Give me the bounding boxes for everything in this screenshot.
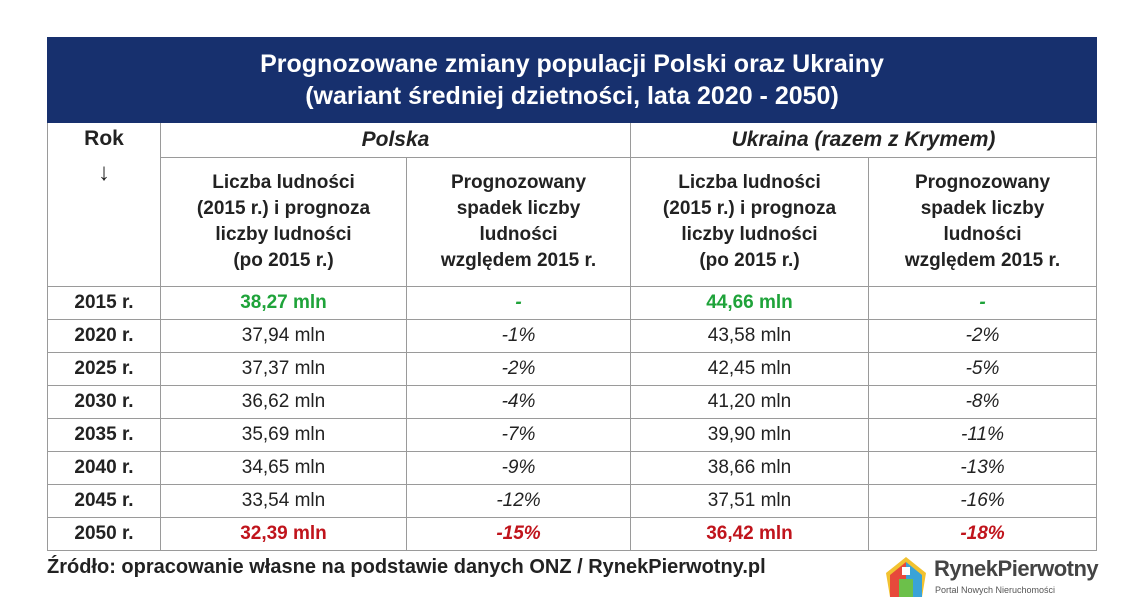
value-cell: 37,37 mln <box>160 352 407 386</box>
value-cell: -12% <box>406 484 631 518</box>
year-header: Rok ↓ <box>47 122 161 287</box>
year-cell: 2040 r. <box>47 451 161 485</box>
group-header: Ukraina (razem z Krymem) <box>630 122 1097 158</box>
value-cell: - <box>406 286 631 320</box>
value-cell: 38,27 mln <box>160 286 407 320</box>
column-header-line: Prognozowany <box>450 172 587 193</box>
value-cell: 37,94 mln <box>160 319 407 353</box>
value-cell: -7% <box>406 418 631 452</box>
value-cell: 39,90 mln <box>630 418 869 452</box>
title-line: (wariant średniej dzietności, lata 2020 … <box>305 82 839 110</box>
value-cell: -13% <box>868 451 1097 485</box>
value-cell: 35,69 mln <box>160 418 407 452</box>
column-header-line: względem 2015 r. <box>904 250 1061 271</box>
column-header: Liczba ludności (2015 r.) i prognoza liczb… <box>630 157 869 287</box>
value-cell: -8% <box>868 385 1097 419</box>
year-cell: 2025 r. <box>47 352 161 386</box>
column-header-line: ludności <box>943 224 1022 245</box>
year-cell: 2030 r. <box>47 385 161 419</box>
column-header-line: Liczba ludności <box>212 172 355 193</box>
year-cell: 2035 r. <box>47 418 161 452</box>
year-cell: 2015 r. <box>47 286 161 320</box>
logo-icon <box>886 557 926 597</box>
value-cell: 36,62 mln <box>160 385 407 419</box>
value-cell: 37,51 mln <box>630 484 869 518</box>
value-cell: -2% <box>406 352 631 386</box>
year-arrow: ↓ <box>98 159 110 186</box>
column-header-line: spadek liczby <box>920 198 1045 219</box>
column-header-line: (po 2015 r.) <box>699 250 800 271</box>
column-header: Prognozowany spadek liczby ludności względe… <box>406 157 631 287</box>
value-cell: 41,20 mln <box>630 385 869 419</box>
value-cell: -9% <box>406 451 631 485</box>
logo-tagline: Portal Nowych Nieruchomości <box>935 585 1056 595</box>
value-cell: 33,54 mln <box>160 484 407 518</box>
column-header-line: Prognozowany <box>914 172 1051 193</box>
data-row: 2025 r. 37,37 mln -2% 42,45 mln -5% <box>47 352 1097 386</box>
data-row: 2050 r. 32,39 mln -15% 36,42 mln -18% <box>47 517 1097 551</box>
value-cell: 44,66 mln <box>630 286 869 320</box>
logo-name: RynekPierwotny <box>934 556 1099 581</box>
column-header: Liczba ludności (2015 r.) i prognoza liczb… <box>160 157 407 287</box>
title-line: Prognozowane zmiany populacji Polski ora… <box>260 50 884 78</box>
year-cell: 2045 r. <box>47 484 161 518</box>
column-header-line: (2015 r.) i prognoza <box>662 198 837 219</box>
data-row: 2045 r. 33,54 mln -12% 37,51 mln -16% <box>47 484 1097 518</box>
column-header-line: spadek liczby <box>456 198 581 219</box>
group-row: Rok ↓ Polska Ukraina (razem z Krymem) <box>47 122 1097 287</box>
column-header-line: względem 2015 r. <box>440 250 597 271</box>
column-header-line: ludności <box>479 224 558 245</box>
column-header-line: (2015 r.) i prognoza <box>196 198 371 219</box>
population-table: Prognozowane zmiany populacji Polski ora… <box>47 37 1097 551</box>
data-row: 2040 r. 34,65 mln -9% 38,66 mln -13% <box>47 451 1097 485</box>
value-cell: -15% <box>406 517 631 551</box>
value-cell: 34,65 mln <box>160 451 407 485</box>
column-header-line: liczby ludności <box>215 224 352 245</box>
title-row: Prognozowane zmiany populacji Polski ora… <box>47 37 1097 123</box>
value-cell: -4% <box>406 385 631 419</box>
data-row: 2030 r. 36,62 mln -4% 41,20 mln -8% <box>47 385 1097 419</box>
value-cell: 43,58 mln <box>630 319 869 353</box>
value-cell: 36,42 mln <box>630 517 869 551</box>
value-cell: 32,39 mln <box>160 517 407 551</box>
value-cell: - <box>868 286 1097 320</box>
title-cell: Prognozowane zmiany populacji Polski ora… <box>47 37 1097 123</box>
data-row: 2035 r. 35,69 mln -7% 39,90 mln -11% <box>47 418 1097 452</box>
year-cell: 2020 r. <box>47 319 161 353</box>
data-row: 2015 r. 38,27 mln -44,66 mln - <box>47 286 1097 320</box>
value-cell: -1% <box>406 319 631 353</box>
group-header: Polska <box>160 122 631 158</box>
column-header-line: (po 2015 r.) <box>233 250 334 271</box>
subheader-row: Liczba ludności (2015 r.) i prognoza liczb… <box>48 157 1097 287</box>
column-header: Prognozowany spadek liczby ludności względe… <box>868 157 1097 287</box>
value-cell: -5% <box>868 352 1097 386</box>
data-row: 2020 r. 37,94 mln -1% 43,58 mln -2% <box>47 319 1097 353</box>
year-cell: 2050 r. <box>47 517 161 551</box>
source-note: Źródło: opracowanie własne na podstawie … <box>47 556 766 578</box>
year-label: Rok <box>84 127 124 150</box>
value-cell: 42,45 mln <box>630 352 869 386</box>
value-cell: -18% <box>868 517 1097 551</box>
value-cell: -2% <box>868 319 1097 353</box>
value-cell: -16% <box>868 484 1097 518</box>
value-cell: -11% <box>868 418 1097 452</box>
column-header-line: Liczba ludności <box>678 172 821 193</box>
value-cell: 38,66 mln <box>630 451 869 485</box>
column-header-line: liczby ludności <box>681 224 818 245</box>
